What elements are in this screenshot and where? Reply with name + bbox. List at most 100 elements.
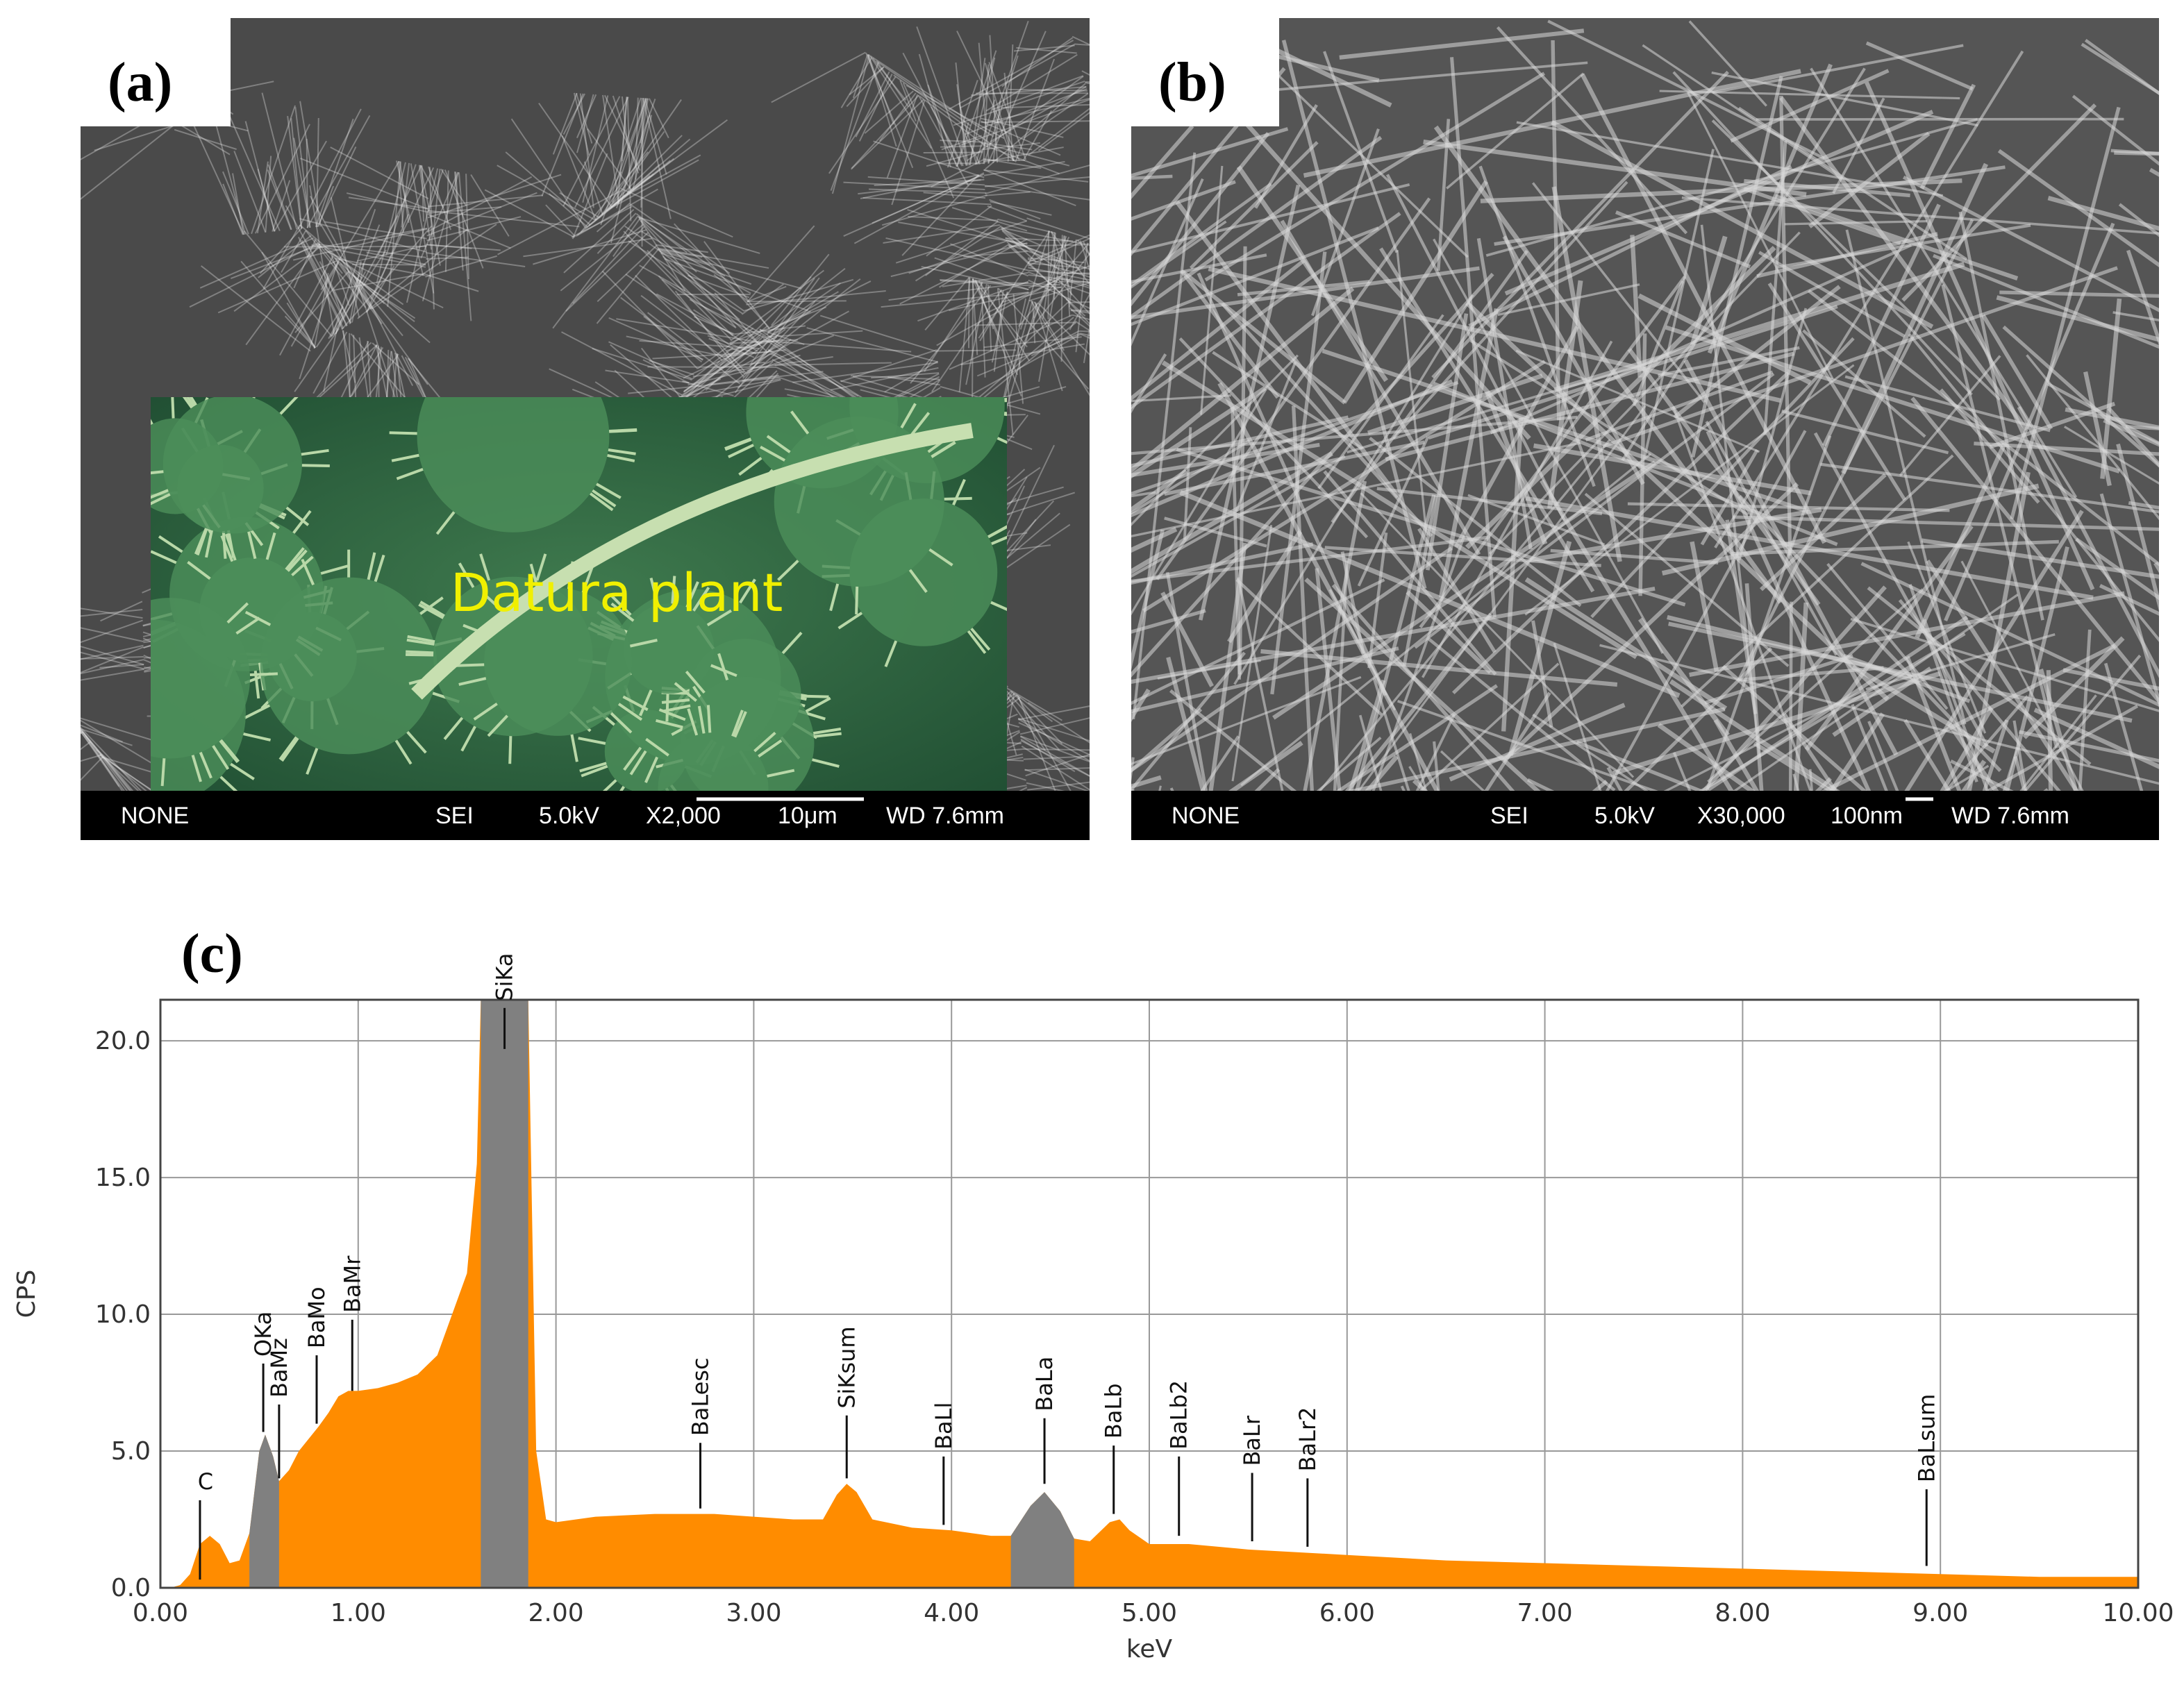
fiber [244, 121, 276, 232]
fiber [960, 126, 981, 165]
fiber [1015, 693, 1053, 723]
nanowire [2002, 325, 2159, 468]
spine [578, 737, 606, 745]
fiber [1094, 245, 1099, 315]
fiber [612, 218, 640, 258]
fiber [843, 181, 985, 191]
fiber [956, 121, 969, 167]
fiber [661, 278, 737, 329]
nanowire [1960, 560, 2084, 791]
inset-texture [151, 397, 1007, 791]
fiber [328, 271, 367, 339]
fiber [610, 344, 678, 403]
info-text: X2,000 [646, 803, 721, 829]
fiber [598, 135, 683, 218]
fiber [94, 125, 174, 151]
fiber [298, 237, 343, 330]
fiber [608, 317, 704, 360]
fiber [1025, 753, 1090, 777]
fiber [767, 291, 839, 333]
spine [603, 779, 617, 791]
spine [391, 453, 419, 462]
fiber [902, 83, 955, 199]
fiber [1068, 239, 1077, 308]
nanowire [1315, 568, 1342, 791]
fiber [951, 207, 1028, 232]
spine [687, 708, 699, 736]
fiber [965, 283, 987, 385]
fiber [401, 162, 410, 228]
fiber [958, 103, 978, 165]
spine [443, 716, 464, 740]
spine [622, 695, 649, 712]
highlight-area [249, 1434, 279, 1588]
nanowire [1449, 703, 1626, 782]
nanowire [1663, 690, 1862, 791]
fiber [99, 753, 153, 791]
fiber [274, 140, 327, 232]
fiber [960, 343, 1085, 366]
y-tick-label: 15.0 [95, 1164, 151, 1192]
fiber [0, 723, 75, 791]
fiber [385, 164, 417, 255]
fiber [620, 187, 733, 238]
y-tick-label: 10.0 [95, 1300, 151, 1329]
fiber [934, 257, 1029, 291]
fiber [658, 249, 801, 290]
fiber [873, 140, 985, 178]
nanowire [1638, 333, 1647, 596]
fiber [674, 223, 771, 329]
nanowire [1165, 571, 1208, 791]
spine [717, 653, 729, 681]
nanowire [1901, 103, 2097, 302]
fiber [545, 204, 576, 237]
fiber [902, 52, 963, 167]
fiber [893, 74, 1017, 162]
info-bar [1131, 791, 2159, 840]
fiber [764, 340, 912, 353]
fiber [724, 336, 778, 357]
fiber [862, 197, 992, 206]
fiber [687, 370, 745, 386]
spine [191, 755, 202, 782]
nanowire [1905, 655, 1962, 791]
nanowire [1950, 760, 2014, 791]
spine [235, 617, 260, 635]
fiber [985, 97, 1090, 124]
fiber [883, 224, 1000, 244]
pod [151, 598, 251, 759]
fiber [101, 755, 154, 791]
fiber [1033, 235, 1067, 319]
fiber [940, 280, 1062, 288]
fiber [766, 283, 841, 335]
fiber [582, 95, 609, 203]
nanowire [1156, 197, 1431, 580]
fiber [658, 275, 747, 374]
spine [685, 581, 699, 608]
nanowire [1525, 496, 2094, 600]
spine [739, 578, 756, 604]
fiber [982, 144, 1060, 175]
fiber [625, 274, 730, 346]
spine [685, 670, 706, 694]
fiber [333, 272, 426, 291]
nanowire [1865, 81, 2095, 591]
fiber [746, 290, 886, 305]
fiber [606, 160, 671, 212]
nanowire [1208, 266, 1781, 403]
fiber [724, 349, 786, 358]
fiber [659, 250, 710, 266]
nanowire [1501, 482, 1799, 762]
fiber [366, 251, 426, 265]
fiber [719, 361, 765, 369]
fiber [924, 276, 970, 331]
nanowire [1340, 551, 1365, 655]
fiber [1028, 271, 1090, 294]
fiber [596, 249, 659, 324]
fiber [652, 351, 769, 360]
panel-label: (b) [1158, 52, 1226, 113]
nanowire [2018, 730, 2159, 763]
spine [151, 470, 164, 475]
fiber [376, 162, 406, 284]
fiber [541, 93, 584, 196]
